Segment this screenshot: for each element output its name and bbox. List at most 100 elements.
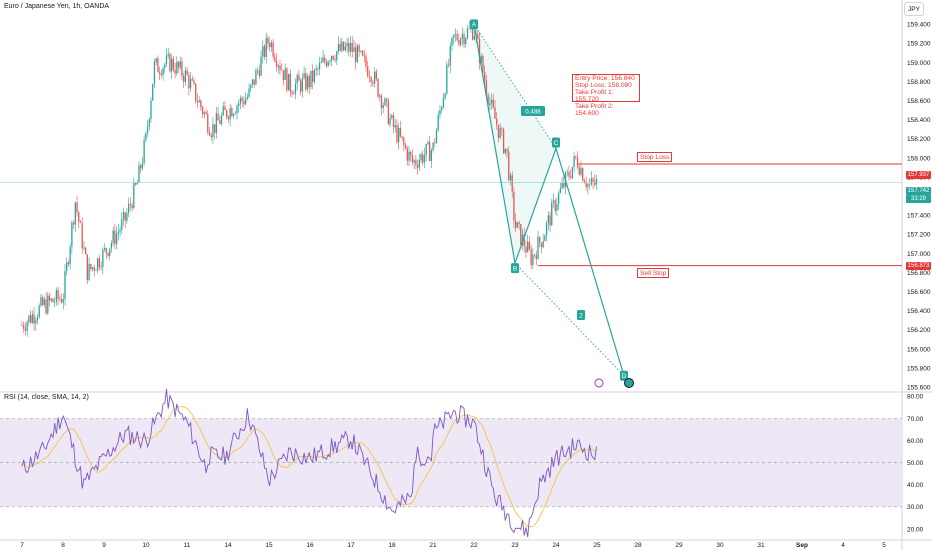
abcd-pattern: A B C D 0.488 2: [470, 19, 634, 388]
price-levels: [0, 163, 902, 267]
candle-body: [394, 125, 396, 128]
candle-body: [408, 151, 410, 161]
time-tick-label: 4: [841, 542, 845, 549]
time-tick-label: 14: [224, 542, 232, 549]
candle-body: [83, 247, 85, 249]
candle-body: [327, 61, 329, 67]
candle-body: [587, 184, 589, 188]
candle-body: [97, 258, 99, 271]
info-stop-loss: Stop Loss: 158.080: [575, 82, 632, 89]
candle-body: [136, 182, 138, 185]
candle-body: [509, 175, 512, 180]
rsi-tick-label: 80.00: [907, 394, 924, 401]
candle-body: [172, 58, 175, 70]
candle-body: [195, 83, 197, 101]
pattern-legs: [473, 24, 625, 376]
candle-body: [306, 75, 309, 90]
candle-body: [140, 165, 142, 169]
candle-body: [489, 103, 491, 105]
point-b-label-bg: [511, 263, 519, 274]
stop-loss-tag[interactable]: Stop Loss: [637, 152, 673, 162]
candle-body: [330, 56, 333, 61]
countdown-label: 33:29: [906, 195, 931, 203]
ac-dotted: [473, 24, 557, 149]
candle-body: [459, 38, 462, 45]
candle-body: [215, 113, 218, 133]
time-tick-label: 23: [511, 542, 519, 549]
time-tick-label: 18: [388, 542, 396, 549]
candle-body: [583, 180, 586, 184]
price-tick-label: 159.400: [907, 22, 931, 29]
candle-body: [449, 45, 451, 66]
candle-body: [411, 155, 414, 163]
candle-body: [465, 38, 467, 45]
candle-body: [437, 114, 439, 130]
price-tick-label: 158.000: [907, 155, 931, 162]
ratio-bd-label-bg: [577, 310, 585, 320]
candle-body: [545, 222, 548, 236]
candle-body: [74, 202, 76, 225]
candle-body: [403, 138, 405, 145]
candle-body: [554, 200, 556, 211]
candle-body: [145, 132, 147, 140]
price-tick-label: 156.200: [907, 327, 931, 334]
candle-body: [502, 129, 505, 153]
candle-body: [150, 100, 152, 119]
candle-body: [196, 100, 199, 103]
candle-body: [248, 88, 250, 97]
candle-body: [105, 248, 107, 253]
candle-body: [356, 45, 359, 63]
candle-body: [66, 262, 68, 272]
candle-body: [595, 178, 598, 185]
candle-body: [590, 178, 592, 185]
candle-body: [353, 47, 355, 52]
candle-body: [143, 139, 145, 163]
rsi-tick-label: 20.00: [907, 526, 924, 533]
candle-body: [435, 129, 438, 144]
trade-info-box[interactable]: Entry Price: 156.840 Stop Loss: 158.080 …: [572, 74, 640, 117]
candle-body: [21, 325, 23, 326]
currency-button[interactable]: JPY: [904, 2, 924, 16]
candle-body: [473, 35, 476, 40]
candle-body: [425, 144, 427, 156]
rsi-tick-label: 30.00: [907, 504, 924, 511]
candle-body: [236, 105, 238, 114]
candle-body: [133, 183, 135, 209]
candle-body: [317, 68, 319, 70]
candle-body: [468, 28, 470, 29]
candle-body: [363, 55, 365, 57]
ratio-ab-label: 0.488: [525, 108, 541, 115]
candle-body: [518, 222, 520, 225]
candle-body: [385, 98, 388, 101]
candle-body: [384, 98, 386, 106]
target-marker: [624, 378, 634, 388]
candle-body: [318, 63, 321, 70]
candle-body: [229, 108, 231, 120]
axes-layer: 159.400 159.200 159.000 158.800 158.600 158.4…: [20, 22, 931, 549]
candle-body: [232, 113, 235, 117]
candle-body: [100, 267, 102, 268]
candle-body: [110, 242, 113, 249]
candle-body: [513, 191, 515, 221]
candle-body: [456, 33, 458, 41]
candle-body: [320, 61, 322, 64]
candle-body: [303, 73, 305, 78]
candle-body: [501, 128, 503, 130]
candle-body: [33, 314, 35, 324]
ratio-ab-label-bg: [521, 106, 545, 116]
candle-body: [55, 290, 58, 303]
candle-body: [98, 258, 101, 268]
candle-body: [243, 101, 245, 105]
price-tick-label: 158.400: [907, 117, 931, 124]
candle-body: [227, 117, 230, 120]
candle-body: [40, 297, 42, 306]
candle-body: [478, 38, 481, 64]
candle-body: [31, 314, 33, 323]
candle-body: [418, 160, 420, 168]
candle-body: [260, 56, 262, 76]
sell-stop-tag[interactable]: Sell Stop: [637, 268, 670, 278]
candle-body: [277, 65, 279, 67]
point-a-label: A: [472, 22, 477, 29]
candle-body: [158, 72, 161, 74]
candle-body: [427, 142, 429, 145]
